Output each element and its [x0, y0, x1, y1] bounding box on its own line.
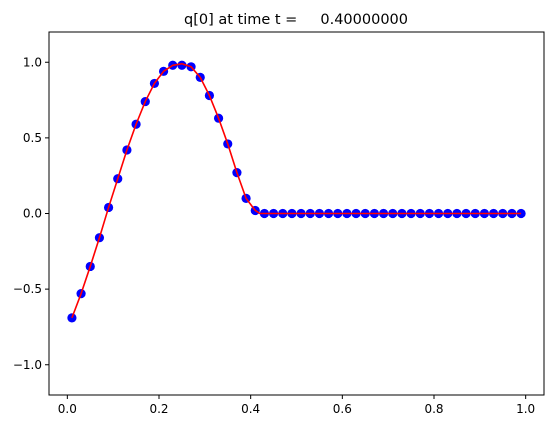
data-point [177, 60, 187, 70]
y-tick-label: 1.0 [23, 55, 42, 69]
data-point [516, 208, 526, 219]
x-tick-label: 1.0 [516, 402, 535, 416]
y-tick-label: 0.0 [23, 207, 42, 221]
x-tick-label: 0.4 [241, 402, 260, 416]
x-tick-label: 0.6 [333, 402, 352, 416]
chart-title: q[0] at time t = 0.40000000 [184, 12, 408, 28]
series-line [71, 62, 522, 319]
data-marks [67, 60, 526, 323]
x-tick-label: 0.0 [58, 402, 77, 416]
y-tick-label: −1.0 [13, 358, 42, 372]
y-tick-label: 0.5 [23, 131, 42, 145]
x-tick-label: 0.2 [149, 402, 168, 416]
axes: 0.0 0.2 0.4 0.6 0.8 1.0 −1.0 −0.5 0.0 0.5 1.0 [13, 31, 545, 416]
y-tick-label: −0.5 [13, 282, 42, 296]
x-tick-label: 0.8 [424, 402, 443, 416]
